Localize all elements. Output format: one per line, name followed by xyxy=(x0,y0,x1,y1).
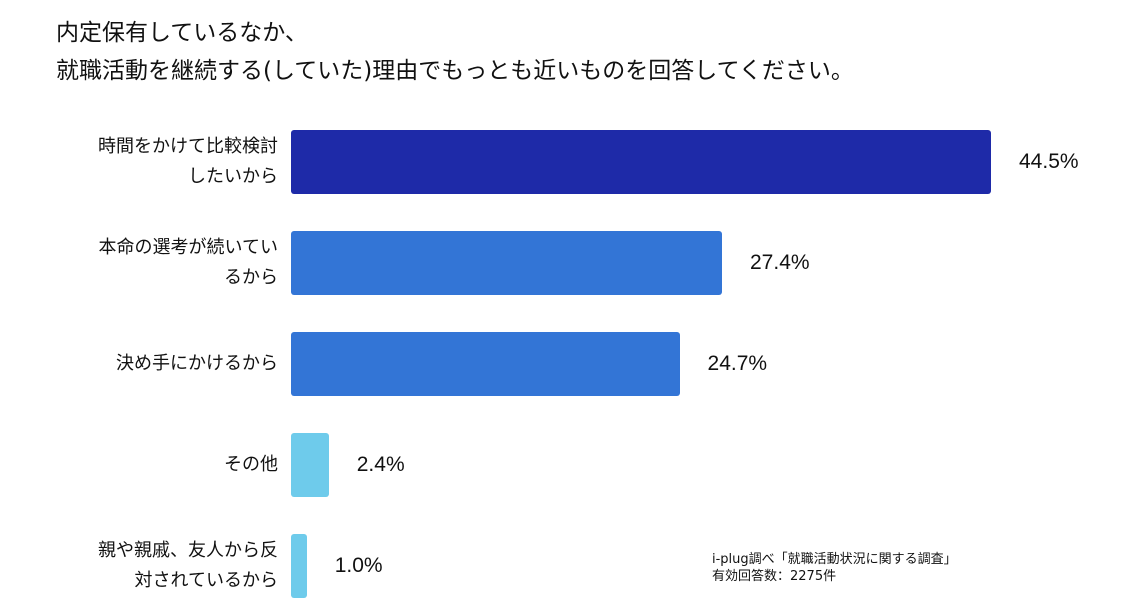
category-label: その他 xyxy=(40,450,278,480)
value-label: 27.4% xyxy=(750,251,810,274)
category-label-line: 本命の選考が続いてい xyxy=(98,237,278,258)
category-label-line: 対されているから xyxy=(134,570,278,591)
chart-title-line-2: 就職活動を継続する(していた)理由でもっとも近いものを回答してください。 xyxy=(56,58,854,84)
category-label-line: 決め手にかけるから xyxy=(116,353,278,374)
source-note: i-plug調べ「就職活動状況に関する調査」 有効回答数：2275件 xyxy=(712,551,957,585)
bar xyxy=(291,332,680,396)
value-label: 44.5% xyxy=(1019,150,1079,173)
category-label: 本命の選考が続いているから xyxy=(40,233,278,293)
source-line-1: i-plug調べ「就職活動状況に関する調査」 xyxy=(712,552,957,567)
category-label-line: 親や親戚、友人から反 xyxy=(98,540,278,561)
value-label: 2.4% xyxy=(356,453,405,476)
category-label: 親や親戚、友人から反対されているから xyxy=(40,536,278,596)
category-label-line: 時間をかけて比較検討 xyxy=(98,136,278,157)
bar xyxy=(291,534,307,598)
bar xyxy=(291,130,991,194)
category-label: 決め手にかけるから xyxy=(40,349,278,379)
bar xyxy=(291,433,329,497)
category-label-line: したいから xyxy=(188,166,278,187)
chart-title: 内定保有しているなか、 就職活動を継続する(していた)理由でもっとも近いものを回… xyxy=(56,14,854,90)
bar xyxy=(291,231,722,295)
value-label: 24.7% xyxy=(707,352,768,375)
source-line-2: 有効回答数：2275件 xyxy=(712,569,837,584)
value-label: 1.0% xyxy=(334,554,383,577)
category-label-line: るから xyxy=(224,267,278,288)
chart-title-line-1: 内定保有しているなか、 xyxy=(56,20,308,46)
category-label: 時間をかけて比較検討したいから xyxy=(40,132,278,192)
category-label-line: その他 xyxy=(224,454,278,475)
